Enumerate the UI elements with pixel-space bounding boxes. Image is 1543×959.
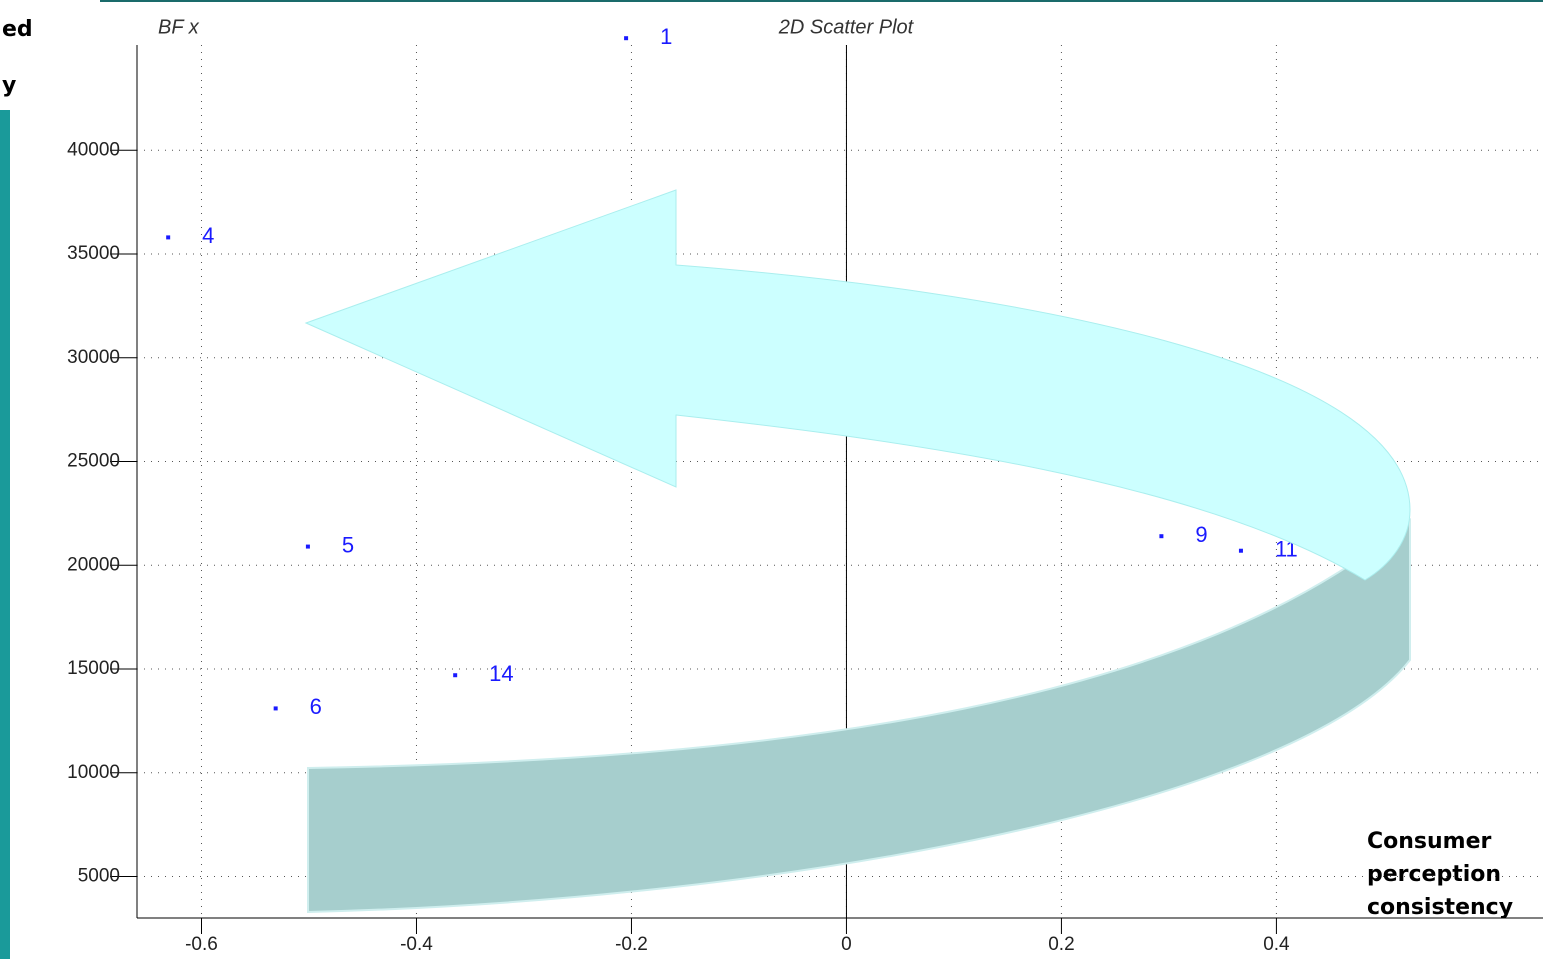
arrow-head bbox=[306, 190, 1410, 580]
overlay: ed y Consumer perception consistency bbox=[0, 0, 1543, 959]
right-note: consistency bbox=[1367, 895, 1513, 920]
left-note: y bbox=[2, 73, 16, 98]
right-note: perception bbox=[1367, 862, 1501, 887]
arrow-band bbox=[308, 520, 1410, 912]
right-note: Consumer bbox=[1367, 829, 1492, 854]
left-note: ed bbox=[2, 17, 33, 42]
page: BF x 2D Scatter Plot 5000100001500020000… bbox=[0, 0, 1543, 959]
